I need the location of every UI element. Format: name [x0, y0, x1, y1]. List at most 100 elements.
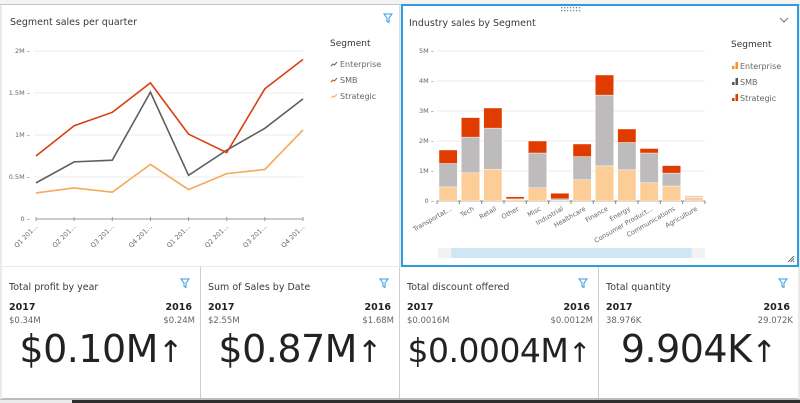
legend-bar-icon	[735, 94, 738, 101]
x-tick-label: Finance	[584, 205, 610, 224]
bar-segment-smb	[438, 163, 458, 188]
kpi-cards-row: Total profit by year 2017 $0.34M 2016 $0…	[2, 267, 798, 399]
bar-segment-enterprise	[461, 172, 480, 202]
line-chart: 0 – 0.5M – 1M – 1.5M – 2M – Q1 201... Q2 201..…	[9, 39, 381, 250]
bar-segment-smb	[572, 156, 592, 180]
bar-segment-enterprise	[684, 197, 704, 202]
legend-line-icon	[330, 61, 338, 67]
y-tick-label: 3M –	[419, 107, 434, 115]
legend-bar-icon	[732, 66, 735, 69]
bar-segment-strategic	[617, 128, 637, 143]
bar-segment-smb	[617, 142, 637, 170]
card-title: Total discount offered	[407, 282, 510, 293]
bar-segment-strategic	[550, 192, 570, 200]
current-year: 2017	[606, 302, 633, 313]
kpi-delta: $0.10M↑	[2, 327, 200, 371]
series-line-enterprise	[35, 90, 304, 184]
bar-segment-smb	[550, 198, 570, 201]
legend-line-icon	[330, 77, 338, 83]
legend-item-enterprise: Enterprise	[740, 62, 781, 71]
bar-segment-strategic	[528, 140, 547, 154]
bar-segment-strategic	[684, 195, 704, 197]
legend-title: Segment	[330, 39, 371, 49]
y-tick-label: 0 –	[21, 215, 30, 223]
current-year: 2017	[208, 302, 235, 313]
x-tick-label: Q4 201...	[280, 223, 307, 250]
bar-segment-enterprise	[483, 168, 503, 202]
tile-title: Segment sales per quarter	[10, 17, 138, 28]
legend-item-strategic: Strategic	[340, 92, 376, 101]
stacked-bar-chart: 0 – 1M – 2M – 3M – 4M – 5M – Transportat... Tec…	[411, 40, 781, 258]
current-year-value: $0.34M	[9, 316, 41, 326]
current-year-value: $2.55M	[208, 316, 240, 326]
bar-segment-smb	[461, 136, 480, 174]
legend-title: Segment	[731, 40, 772, 50]
card-title: Sum of Sales by Date	[208, 282, 311, 293]
y-tick-label: 0.5M –	[9, 173, 30, 181]
divider	[0, 399, 800, 400]
x-tick-label: Tech	[458, 205, 475, 220]
arrow-up-icon: ↑	[157, 335, 183, 370]
segment-sales-per-quarter-tile[interactable]: Segment sales per quarter 0 – 0.5M – 1M – 1…	[2, 5, 400, 266]
x-tick-label: Q1 201...	[165, 223, 192, 250]
previous-year: 2016	[563, 302, 590, 313]
bar-segment-smb	[662, 172, 681, 187]
y-tick-label: 1M –	[419, 167, 434, 175]
current-year-value: 38.976K	[606, 316, 642, 326]
y-tick-label: 4M –	[419, 77, 434, 85]
kpi-card-total-profit[interactable]: Total profit by year 2017 $0.34M 2016 $0…	[2, 267, 201, 398]
filter-icon[interactable]	[379, 278, 389, 289]
filter-icon[interactable]	[578, 278, 588, 289]
series-line-smb	[35, 58, 304, 157]
chevron-down-icon[interactable]	[779, 16, 789, 24]
bar-segment-smb	[639, 152, 659, 183]
x-tick-label: Q3 201...	[89, 223, 116, 250]
drag-grip-icon[interactable]	[561, 7, 583, 13]
card-title: Total quantity	[606, 282, 671, 293]
bar-segment-enterprise	[572, 179, 592, 202]
filter-icon[interactable]	[778, 278, 788, 289]
y-tick-label: 1M –	[15, 131, 30, 139]
y-tick-label: 1.5M –	[9, 89, 30, 97]
legend-item-smb: SMB	[340, 76, 357, 85]
legend-item-smb: SMB	[740, 78, 757, 87]
delta-value: $0.87M	[218, 327, 357, 371]
bar-segment-smb	[483, 127, 503, 170]
x-tick-label: Q2 201...	[51, 223, 78, 250]
y-tick-label: 2M –	[419, 137, 434, 145]
previous-year: 2016	[763, 302, 790, 313]
bar-segment-smb	[528, 152, 547, 188]
x-tick-label: Q3 201...	[241, 223, 268, 250]
arrow-up-icon: ↑	[568, 338, 591, 369]
current-year: 2017	[407, 302, 434, 313]
industry-sales-by-segment-tile[interactable]: Industry sales by Segment 0 – 1M – 2M – 3M …	[401, 4, 799, 267]
current-year: 2017	[9, 302, 36, 313]
resize-handle-icon[interactable]	[787, 255, 795, 263]
kpi-card-sum-of-sales[interactable]: Sum of Sales by Date 2017 $2.55M 2016 $1…	[201, 267, 400, 398]
bar-segment-enterprise	[438, 186, 458, 202]
x-tick-label: Q2 201...	[203, 223, 230, 250]
legend-item-enterprise: Enterprise	[340, 60, 381, 69]
y-tick-label: 5M –	[419, 47, 434, 55]
previous-year-value: $0.0012M	[550, 316, 593, 326]
x-tick-label: Retail	[478, 205, 498, 221]
filter-icon[interactable]	[383, 13, 393, 24]
top-bar	[0, 0, 800, 5]
delta-value: 9.904K	[620, 327, 752, 371]
kpi-card-total-quantity[interactable]: Total quantity 2017 38.976K 2016 29.072K…	[599, 267, 798, 398]
previous-year-value: $1.68M	[362, 316, 394, 326]
bar-segment-strategic	[662, 165, 681, 174]
bar-segment-strategic	[505, 196, 525, 200]
legend-item-strategic: Strategic	[740, 94, 776, 103]
filter-icon[interactable]	[180, 278, 190, 289]
x-tick-label: Q1 201...	[13, 223, 40, 250]
kpi-card-total-discount[interactable]: Total discount offered 2017 $0.0016M 201…	[400, 267, 599, 398]
legend-bar-icon	[735, 78, 738, 85]
kpi-delta: 9.904K↑	[599, 327, 798, 371]
series-line-strategic	[35, 129, 304, 194]
bar-segment-strategic	[572, 143, 592, 157]
card-title: Total profit by year	[9, 282, 99, 293]
scrollbar-thumb[interactable]	[451, 248, 692, 258]
bar-segment-smb	[595, 94, 614, 167]
legend-line-icon	[330, 93, 338, 99]
